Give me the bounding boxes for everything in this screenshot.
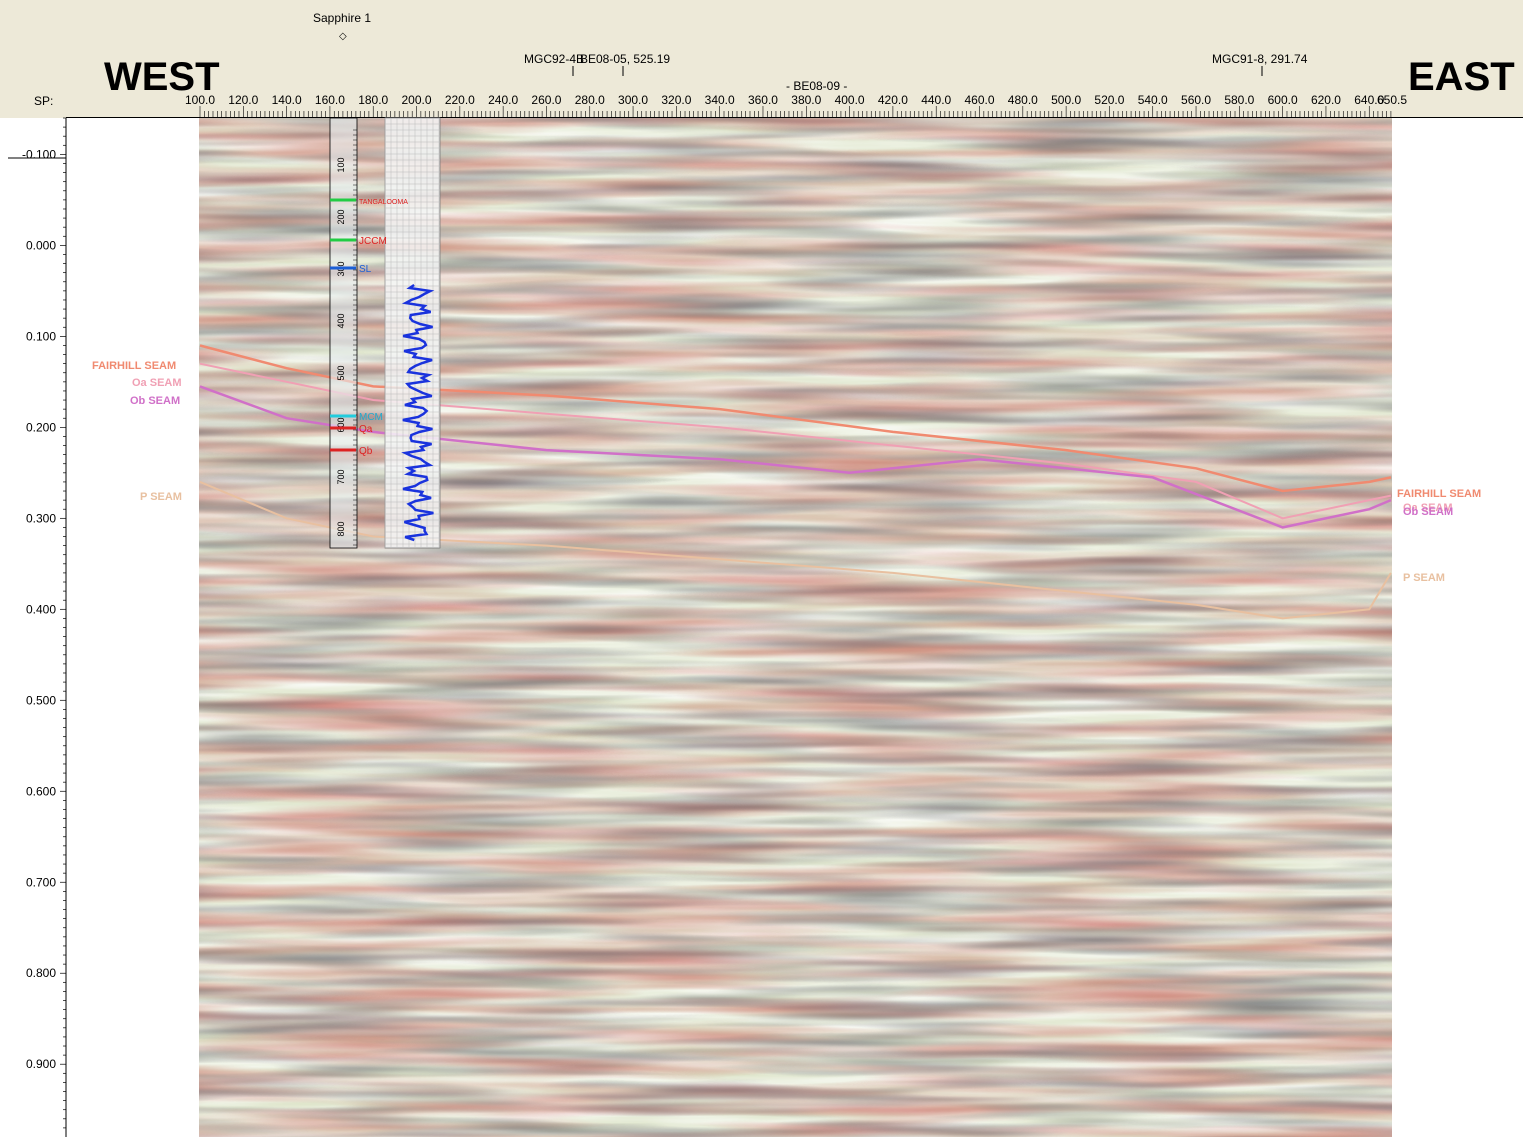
time-tick-label: 0.400 [26,602,56,616]
seam-label-left-oa: Oa SEAM [132,377,182,389]
section-header [0,0,1523,118]
west-label: WEST [104,55,220,99]
depth-tick-label: 400 [336,313,346,328]
sp-tick-label: 400.0 [835,93,865,107]
sp-tick-label: 420.0 [878,93,908,107]
sp-tick-label: 440.0 [921,93,951,107]
sp-tick-label: 220.0 [445,93,475,107]
time-tick-label: 0.300 [26,511,56,525]
sp-tick-label: 580.0 [1224,93,1254,107]
sp-tick-label: 260.0 [531,93,561,107]
sp-tick-label: 480.0 [1008,93,1038,107]
depth-tick-label: 500 [336,365,346,380]
depth-tick-label: 700 [336,469,346,484]
sp-tick-label: 650.5 [1377,93,1407,107]
sp-tick-label: 120.0 [228,93,258,107]
time-tick-label: 0.700 [26,875,56,889]
header-baseline [66,117,1523,118]
seam-label-right-p: P SEAM [1403,572,1445,584]
seam-label-left-ob: Ob SEAM [130,395,181,407]
sp-tick-label: 500.0 [1051,93,1081,107]
depth-tick-label: 600 [336,417,346,432]
well-label-be0805[interactable]: BE08-05, 525.19 [580,52,671,66]
well-marker-label: Qa [359,424,373,435]
sp-tick-label: 560.0 [1181,93,1211,107]
sp-tick-label: 540.0 [1138,93,1168,107]
sp-tick-label: 300.0 [618,93,648,107]
time-tick-label: 0.800 [26,966,56,980]
well-marker-label: JCCM [359,236,387,247]
seam-label-left-p: P SEAM [140,491,182,503]
time-tick-label: 0.100 [26,329,56,343]
well-label-mgc91[interactable]: MGC91-8, 291.74 [1212,52,1308,66]
time-tick-label: 0.200 [26,420,56,434]
sp-tick-label: 280.0 [575,93,605,107]
sp-tick-label: 320.0 [661,93,691,107]
sp-tick-label: 460.0 [964,93,994,107]
seam-label-right-fairhill: FAIRHILL SEAM [1397,488,1482,500]
sp-axis-label: SP: [34,94,54,108]
sp-tick-label: 200.0 [402,93,432,107]
sp-tick-label: 140.0 [272,93,302,107]
time-tick-label: -0.100 [22,147,56,161]
well-marker-label: Qb [359,446,373,457]
seam-label-right-ob: Ob SEAM [1403,506,1454,518]
sp-tick-label: 620.0 [1311,93,1341,107]
sp-tick-label: 520.0 [1094,93,1124,107]
seam-label-right-oa: Oa SEAM [1403,502,1453,514]
sp-tick-label: 360.0 [748,93,778,107]
time-tick-label: 0.500 [26,693,56,707]
east-label: EAST [1408,55,1515,99]
sp-tick-label: 340.0 [705,93,735,107]
depth-track [329,117,358,549]
well-label-sapphire[interactable]: Sapphire 1 [313,11,372,25]
time-tick-label: 0.600 [26,784,56,798]
sp-tick-label: 180.0 [358,93,388,107]
seam-label-left-fairhill: FAIRHILL SEAM [92,360,177,372]
well-marker-label: MCM [359,412,383,423]
well-label-mgc92[interactable]: MGC92-4B [524,52,585,66]
depth-tick-label: 800 [336,521,346,536]
depth-tick-label: 200 [336,209,346,224]
depth-tick-label: 100 [336,157,346,172]
sp-tick-label: 640.0 [1354,93,1384,107]
sp-tick-label: 380.0 [791,93,821,107]
sp-tick-label: 240.0 [488,93,518,107]
sp-tick-label: 160.0 [315,93,345,107]
sp-tick-label: 600.0 [1268,93,1298,107]
well-marker-label: TANGALOOMA [359,199,408,206]
gamma-log-curve [401,283,435,542]
seismic-line-label: - BE08-09 - [786,79,848,93]
well-marker-label: SL [359,264,372,275]
sp-tick-label: 100.0 [185,93,215,107]
well-marker-icon[interactable]: ◇ [339,31,347,42]
time-tick-label: 0.000 [26,238,56,252]
time-tick-label: 0.900 [26,1057,56,1071]
